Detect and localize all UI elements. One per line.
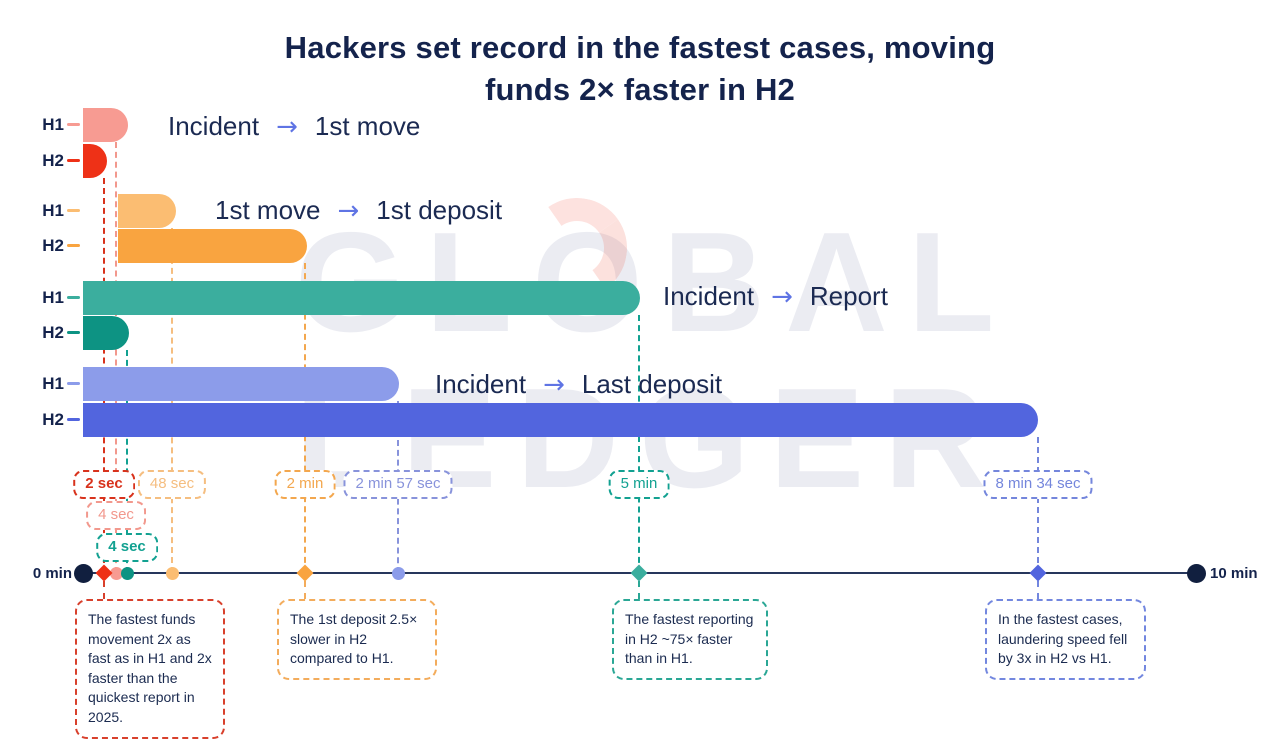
row-dash-1st-move-to-1st-deposit-h1: [67, 209, 80, 212]
axis-marker-incident-to-1st-move-h2: [95, 564, 113, 582]
row-dash-incident-to-1st-move-h1: [67, 123, 80, 126]
note-connector-first-deposit-note: [304, 581, 306, 599]
chart-title: Hackers set record in the fastest cases,…: [0, 27, 1280, 111]
row-label-incident-to-1st-move-h1: H1: [42, 115, 64, 134]
axis-start-dot: [74, 564, 93, 583]
time-tag-incident-to-report-h2: 4 sec: [96, 533, 158, 562]
axis-marker-incident-to-last-deposit-h2: [1029, 564, 1047, 582]
chart-title-line1: Hackers set record in the fastest cases,…: [284, 30, 996, 65]
time-tag-incident-to-last-deposit-h1: 2 min 57 sec: [343, 470, 453, 499]
value-line-incident-to-report-h2: [126, 350, 128, 573]
group-label-incident-to-report: Incident → Report: [663, 281, 888, 312]
bar-incident-to-last-deposit-h2: [83, 403, 1038, 437]
row-dash-incident-to-report-h1: [67, 296, 80, 299]
row-label-incident-to-report-h1: H1: [42, 288, 64, 307]
time-tag-incident-to-report-h1: 5 min: [608, 470, 670, 499]
axis-marker-incident-to-1st-move-h1: [109, 566, 123, 580]
group-label-from-incident-to-last-deposit: Incident: [435, 369, 527, 399]
group-label-to-incident-to-1st-move: 1st move: [314, 111, 421, 141]
row-dash-incident-to-1st-move-h2: [67, 159, 80, 162]
group-label-from-incident-to-report: Incident: [663, 281, 755, 311]
row-label-incident-to-last-deposit-h2: H2: [42, 410, 64, 429]
bar-incident-to-1st-move-h1: [83, 108, 128, 142]
annotation-box-first-deposit-note: The 1st deposit 2.5× slower in H2 compar…: [277, 599, 437, 680]
row-dash-incident-to-report-h2: [67, 331, 80, 334]
note-connector-fastest-funds-note: [103, 581, 105, 599]
axis-start-label: 0 min: [32, 565, 72, 582]
arrow-icon-incident-to-report: →: [771, 281, 793, 312]
row-label-1st-move-to-1st-deposit-h1: H1: [42, 201, 64, 220]
axis-marker-1st-move-to-1st-deposit-h1: [165, 566, 179, 580]
bar-incident-to-last-deposit-h1: [83, 367, 399, 401]
arrow-icon-incident-to-last-deposit: →: [543, 369, 565, 400]
axis-marker-incident-to-report-h1: [630, 564, 648, 582]
row-label-incident-to-1st-move-h2: H2: [42, 151, 64, 170]
annotation-box-laundering-speed-note: In the fastest cases, laundering speed f…: [985, 599, 1146, 680]
group-label-to-1st-move-to-1st-deposit: 1st deposit: [376, 195, 503, 225]
time-tag-incident-to-last-deposit-h2: 8 min 34 sec: [983, 470, 1093, 499]
row-dash-incident-to-last-deposit-h1: [67, 382, 80, 385]
time-tag-incident-to-1st-move-h2: 2 sec: [73, 470, 135, 499]
axis-marker-incident-to-last-deposit-h1: [391, 566, 405, 580]
value-line-incident-to-report-h1: [638, 315, 640, 573]
annotation-box-fastest-funds-note: The fastest funds movement 2x as fast as…: [75, 599, 225, 739]
chart-title-line2: funds 2× faster in H2: [485, 71, 795, 107]
group-label-1st-move-to-1st-deposit: 1st move → 1st deposit: [215, 195, 502, 226]
arrow-icon-1st-move-to-1st-deposit: →: [337, 195, 360, 226]
note-connector-fastest-reporting-note: [638, 581, 640, 599]
time-tag-1st-move-to-1st-deposit-h1: 48 sec: [137, 470, 207, 499]
axis-marker-1st-move-to-1st-deposit-h2: [296, 564, 314, 582]
time-tag-incident-to-1st-move-h1: 4 sec: [86, 501, 146, 530]
axis-marker-incident-to-report-h2: [120, 566, 134, 580]
bar-incident-to-report-h1: [83, 281, 640, 315]
row-label-incident-to-last-deposit-h1: H1: [42, 374, 64, 393]
value-line-incident-to-last-deposit-h2: [1037, 437, 1039, 573]
group-label-incident-to-1st-move: Incident → 1st move: [168, 111, 420, 142]
arrow-icon-incident-to-1st-move: →: [276, 111, 298, 142]
group-label-to-incident-to-report: Report: [809, 281, 888, 311]
axis-end-dot: [1187, 564, 1206, 583]
row-dash-incident-to-last-deposit-h2: [67, 418, 80, 421]
group-label-to-incident-to-last-deposit: Last deposit: [581, 369, 723, 399]
bar-incident-to-report-h2: [83, 316, 129, 350]
group-label-from-incident-to-1st-move: Incident: [168, 111, 260, 141]
row-dash-1st-move-to-1st-deposit-h2: [67, 244, 80, 247]
annotation-box-fastest-reporting-note: The fastest reporting in H2 ~75× faster …: [612, 599, 768, 680]
bar-1st-move-to-1st-deposit-h1: [118, 194, 176, 228]
group-label-incident-to-last-deposit: Incident → Last deposit: [435, 369, 722, 400]
bar-incident-to-1st-move-h2: [83, 144, 107, 178]
group-label-from-1st-move-to-1st-deposit: 1st move: [215, 195, 321, 225]
axis-end-label: 10 min: [1210, 565, 1258, 582]
bar-1st-move-to-1st-deposit-h2: [118, 229, 307, 263]
time-tag-1st-move-to-1st-deposit-h2: 2 min: [274, 470, 336, 499]
value-line-incident-to-1st-move-h1: [115, 142, 117, 573]
note-connector-laundering-speed-note: [1037, 581, 1039, 599]
row-label-incident-to-report-h2: H2: [42, 323, 64, 342]
row-label-1st-move-to-1st-deposit-h2: H2: [42, 236, 64, 255]
